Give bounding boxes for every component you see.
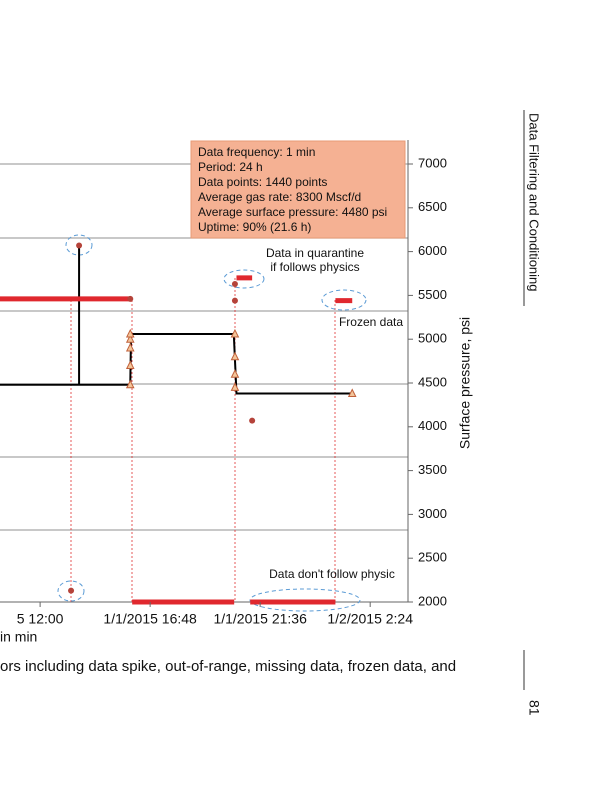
outlier-point bbox=[68, 587, 75, 594]
y-tick-label: 7000 bbox=[418, 155, 447, 170]
annotation: Frozen data bbox=[339, 315, 403, 329]
triangle-marker bbox=[125, 360, 135, 369]
callouts bbox=[57, 234, 367, 612]
outlier-point bbox=[249, 417, 256, 424]
callout-ellipse bbox=[321, 289, 367, 311]
x-tick-label: 5 12:00 bbox=[17, 611, 64, 627]
outlier-point bbox=[127, 295, 134, 302]
y-tick-label: 4000 bbox=[418, 418, 447, 433]
triangle-marker bbox=[125, 342, 135, 352]
y-tick-label: 3500 bbox=[418, 462, 447, 477]
callout-ellipse bbox=[65, 234, 93, 256]
annotation: Data in quarantine bbox=[266, 246, 364, 260]
page-number: 81 bbox=[526, 700, 542, 716]
triangle-marker bbox=[347, 388, 357, 398]
triangle-marker bbox=[125, 334, 135, 343]
triangle-marker bbox=[230, 328, 240, 338]
series-line bbox=[0, 275, 353, 605]
y-axis-title: Surface pressure, psi bbox=[457, 317, 473, 449]
triangle-marker bbox=[230, 369, 240, 378]
info-line: Data points: 1440 points bbox=[198, 175, 327, 189]
triangle-marker bbox=[125, 328, 135, 338]
info-line: Average surface pressure: 4480 psi bbox=[198, 205, 387, 219]
info-line: Period: 24 h bbox=[198, 160, 263, 174]
y-tick-label: 6000 bbox=[418, 243, 447, 258]
info-box-bg bbox=[190, 140, 406, 239]
x-axis-title: in min bbox=[0, 629, 37, 645]
info-line: Average gas rate: 8300 Mscf/d bbox=[198, 190, 361, 204]
y-tick-label: 5000 bbox=[418, 331, 447, 346]
callout-ellipse bbox=[57, 580, 85, 602]
info-box: Data frequency: 1 min Period: 24 h Data … bbox=[190, 140, 406, 239]
outlier-point bbox=[76, 242, 83, 249]
plot bbox=[0, 242, 357, 605]
triangle-marker bbox=[125, 379, 135, 389]
triangle-marker bbox=[230, 351, 240, 361]
running-header: Data Filtering and Conditioning bbox=[527, 113, 542, 292]
triangle-marker bbox=[230, 382, 240, 391]
annotation: if follows physics bbox=[270, 260, 359, 274]
outlier-point bbox=[231, 297, 238, 304]
callout-ellipse bbox=[223, 269, 265, 289]
info-line: Data frequency: 1 min bbox=[198, 145, 315, 159]
y-tick-label: 2500 bbox=[418, 550, 447, 565]
y-tick-label: 2000 bbox=[418, 593, 447, 608]
callout-ellipse bbox=[249, 588, 361, 612]
x-tick-label: 1/1/2015 16:48 bbox=[103, 611, 197, 627]
y-tick-label: 3000 bbox=[418, 506, 447, 521]
y-tick-label: 6500 bbox=[418, 199, 447, 214]
x-tick-label: 1/1/2015 21:36 bbox=[213, 611, 307, 627]
caption: ors including data spike, out-of-range, … bbox=[0, 658, 456, 675]
y-tick-label: 4500 bbox=[418, 374, 447, 389]
info-line: Uptime: 90% (21.6 h) bbox=[198, 220, 311, 234]
guides bbox=[70, 278, 336, 602]
y-tick-label: 5500 bbox=[418, 287, 447, 302]
outlier-point bbox=[231, 281, 238, 288]
annotation: Data don't follow physic bbox=[269, 567, 395, 581]
x-tick-label: 1/2/2015 2:24 bbox=[327, 611, 413, 627]
